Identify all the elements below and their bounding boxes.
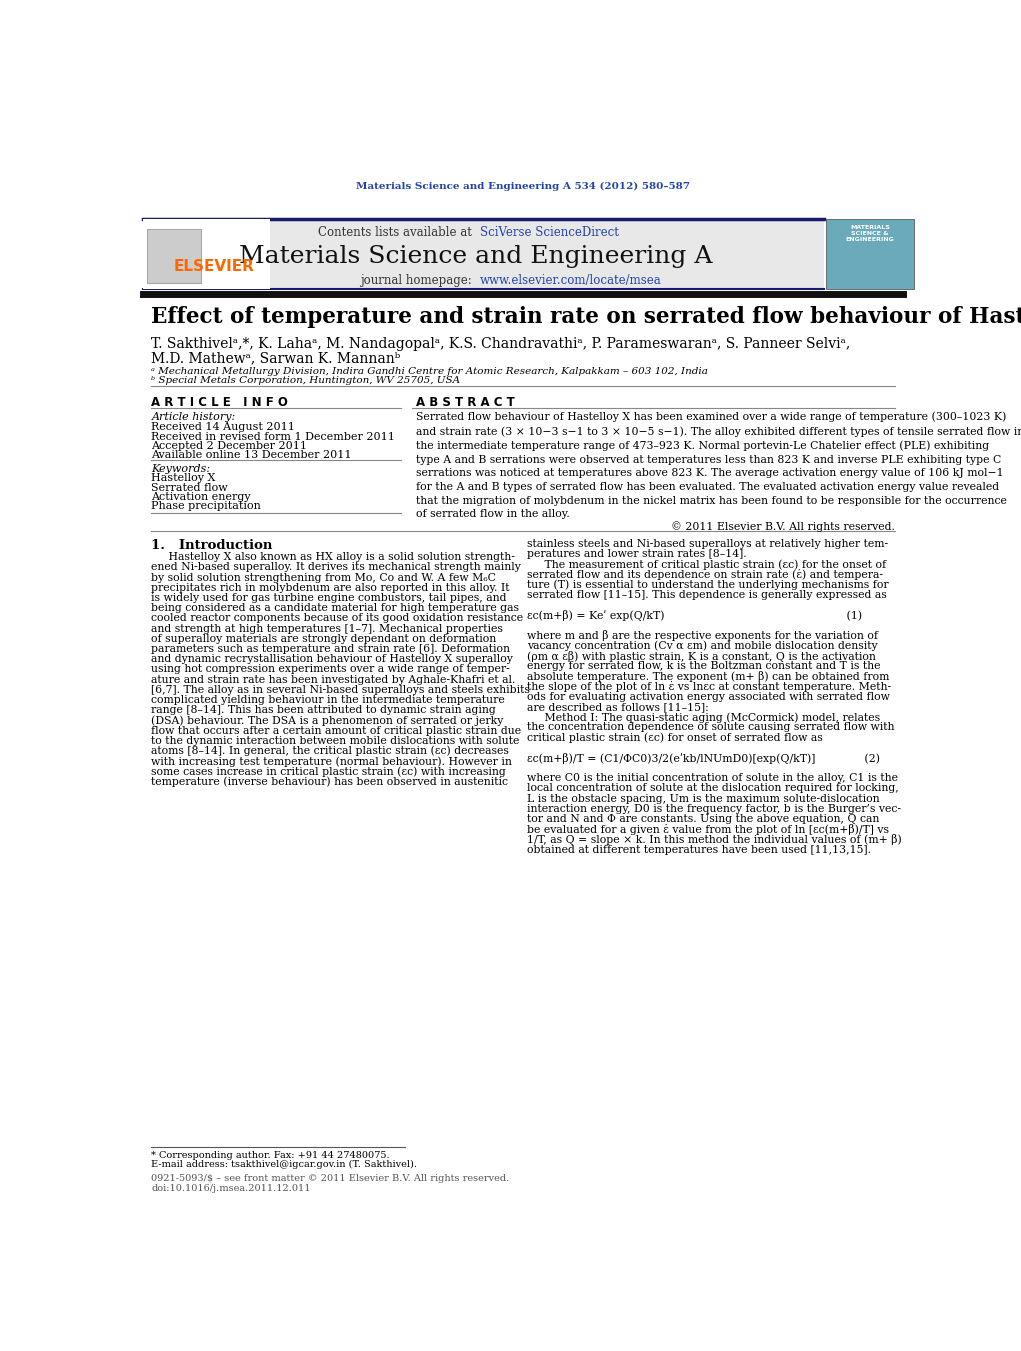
- Text: Serrated flow: Serrated flow: [151, 482, 228, 493]
- Text: Materials Science and Engineering A 534 (2012) 580–587: Materials Science and Engineering A 534 …: [356, 182, 690, 190]
- Text: vacancy concentration (Cv α εm) and mobile dislocation density: vacancy concentration (Cv α εm) and mobi…: [527, 640, 878, 651]
- Text: flow that occurs after a certain amount of critical plastic strain due: flow that occurs after a certain amount …: [151, 725, 522, 735]
- Text: stainless steels and Ni-based superalloys at relatively higher tem-: stainless steels and Ni-based superalloy…: [527, 539, 888, 549]
- Text: energy for serrated flow, k is the Boltzman constant and T is the: energy for serrated flow, k is the Boltz…: [527, 661, 881, 671]
- Text: Method I: The quasi-static aging (McCormick) model, relates: Method I: The quasi-static aging (McCorm…: [527, 712, 880, 723]
- Text: Article history:: Article history:: [151, 412, 236, 422]
- Text: T. Sakthivelᵃ,*, K. Lahaᵃ, M. Nandagopalᵃ, K.S. Chandravathiᵃ, P. Parameswaranᵃ,: T. Sakthivelᵃ,*, K. Lahaᵃ, M. Nandagopal…: [151, 336, 850, 351]
- FancyBboxPatch shape: [143, 219, 824, 289]
- Text: serrated flow [11–15]. This dependence is generally expressed as: serrated flow [11–15]. This dependence i…: [527, 589, 887, 600]
- Text: complicated yielding behaviour in the intermediate temperature: complicated yielding behaviour in the in…: [151, 694, 505, 705]
- FancyBboxPatch shape: [826, 219, 914, 289]
- Text: Keywords:: Keywords:: [151, 463, 210, 474]
- Text: A B S T R A C T: A B S T R A C T: [417, 396, 516, 409]
- Text: the slope of the plot of ln ε̇ vs lnεc at constant temperature. Meth-: the slope of the plot of ln ε̇ vs lnεc a…: [527, 681, 891, 693]
- Text: peratures and lower strain rates [8–14].: peratures and lower strain rates [8–14].: [527, 549, 746, 559]
- Text: © 2011 Elsevier B.V. All rights reserved.: © 2011 Elsevier B.V. All rights reserved…: [671, 521, 895, 532]
- Text: are described as follows [11–15]:: are described as follows [11–15]:: [527, 701, 709, 712]
- Text: The measurement of critical plastic strain (εc) for the onset of: The measurement of critical plastic stra…: [527, 559, 886, 570]
- Text: Hastelloy X: Hastelloy X: [151, 473, 215, 484]
- Text: temperature (inverse behaviour) has been observed in austenitic: temperature (inverse behaviour) has been…: [151, 777, 508, 788]
- Text: L is the obstacle spacing, Um is the maximum solute-dislocation: L is the obstacle spacing, Um is the max…: [527, 793, 880, 804]
- Text: (ρm α εβ) with plastic strain, K is a constant, Q is the activation: (ρm α εβ) with plastic strain, K is a co…: [527, 651, 876, 662]
- Text: ᵃ Mechanical Metallurgy Division, Indira Gandhi Centre for Atomic Research, Kalp: ᵃ Mechanical Metallurgy Division, Indira…: [151, 367, 709, 376]
- Text: being considered as a candidate material for high temperature gas: being considered as a candidate material…: [151, 603, 520, 613]
- Text: atoms [8–14]. In general, the critical plastic strain (εc) decreases: atoms [8–14]. In general, the critical p…: [151, 746, 509, 757]
- Text: Contents lists available at: Contents lists available at: [319, 226, 476, 239]
- Text: critical plastic strain (εc) for onset of serrated flow as: critical plastic strain (εc) for onset o…: [527, 732, 823, 743]
- Text: and strength at high temperatures [1–7]. Mechanical properties: and strength at high temperatures [1–7].…: [151, 624, 503, 634]
- Text: (DSA) behaviour. The DSA is a phenomenon of serrated or jerky: (DSA) behaviour. The DSA is a phenomenon…: [151, 715, 503, 725]
- Text: obtained at different temperatures have been used [11,13,15].: obtained at different temperatures have …: [527, 844, 871, 855]
- Text: be evaluated for a given ε̇ value from the plot of ln [εc(m+β)/T] vs: be evaluated for a given ε̇ value from t…: [527, 824, 889, 835]
- Text: doi:10.1016/j.msea.2011.12.011: doi:10.1016/j.msea.2011.12.011: [151, 1183, 310, 1193]
- Text: * Corresponding author. Fax: +91 44 27480075.: * Corresponding author. Fax: +91 44 2748…: [151, 1151, 390, 1161]
- Text: Phase precipitation: Phase precipitation: [151, 501, 261, 511]
- Text: εc(m+β) = Keʹ exp(Q/kT)                                                    (1): εc(m+β) = Keʹ exp(Q/kT) (1): [527, 611, 863, 621]
- Text: E-mail address: tsakthivel@igcar.gov.in (T. Sakthivel).: E-mail address: tsakthivel@igcar.gov.in …: [151, 1159, 418, 1169]
- Text: where m and β are the respective exponents for the variation of: where m and β are the respective exponen…: [527, 631, 878, 642]
- Text: some cases increase in critical plastic strain (εc) with increasing: some cases increase in critical plastic …: [151, 766, 506, 777]
- Text: Materials Science and Engineering A: Materials Science and Engineering A: [239, 246, 713, 269]
- Text: with increasing test temperature (normal behaviour). However in: with increasing test temperature (normal…: [151, 757, 513, 766]
- Text: to the dynamic interaction between mobile dislocations with solute: to the dynamic interaction between mobil…: [151, 736, 520, 746]
- Text: ture (T) is essential to understand the underlying mechanisms for: ture (T) is essential to understand the …: [527, 580, 889, 590]
- Text: is widely used for gas turbine engine combustors, tail pipes, and: is widely used for gas turbine engine co…: [151, 593, 506, 603]
- Text: ᵇ Special Metals Corporation, Huntington, WV 25705, USA: ᵇ Special Metals Corporation, Huntington…: [151, 377, 460, 385]
- Text: Serrated flow behaviour of Hastelloy X has been examined over a wide range of te: Serrated flow behaviour of Hastelloy X h…: [417, 412, 1021, 519]
- FancyBboxPatch shape: [143, 219, 270, 289]
- Text: 0921-5093/$ – see front matter © 2011 Elsevier B.V. All rights reserved.: 0921-5093/$ – see front matter © 2011 El…: [151, 1174, 509, 1183]
- FancyBboxPatch shape: [147, 228, 201, 282]
- Text: MATERIALS
SCIENCE &
ENGINEERING: MATERIALS SCIENCE & ENGINEERING: [845, 224, 894, 242]
- Text: Effect of temperature and strain rate on serrated flow behaviour of Hastelloy X: Effect of temperature and strain rate on…: [151, 305, 1021, 328]
- Text: Received 14 August 2011: Received 14 August 2011: [151, 422, 295, 432]
- Text: Activation energy: Activation energy: [151, 492, 251, 501]
- Text: precipitates rich in molybdenum are also reported in this alloy. It: precipitates rich in molybdenum are also…: [151, 582, 509, 593]
- Text: Received in revised form 1 December 2011: Received in revised form 1 December 2011: [151, 431, 395, 442]
- Text: absolute temperature. The exponent (m+ β) can be obtained from: absolute temperature. The exponent (m+ β…: [527, 671, 889, 682]
- Text: interaction energy, D0 is the frequency factor, b is the Burger’s vec-: interaction energy, D0 is the frequency …: [527, 804, 902, 813]
- Text: www.elsevier.com/locate/msea: www.elsevier.com/locate/msea: [480, 274, 662, 288]
- Text: where C0 is the initial concentration of solute in the alloy, C1 is the: where C0 is the initial concentration of…: [527, 773, 898, 784]
- Text: tor and N and Φ are constants. Using the above equation, Q can: tor and N and Φ are constants. Using the…: [527, 813, 880, 824]
- Text: 1/T, as Q = slope × k. In this method the individual values of (m+ β): 1/T, as Q = slope × k. In this method th…: [527, 835, 902, 846]
- Text: ods for evaluating activation energy associated with serrated flow: ods for evaluating activation energy ass…: [527, 692, 890, 701]
- Text: M.D. Mathewᵃ, Sarwan K. Mannanᵇ: M.D. Mathewᵃ, Sarwan K. Mannanᵇ: [151, 351, 400, 366]
- Text: using hot compression experiments over a wide range of temper-: using hot compression experiments over a…: [151, 665, 510, 674]
- Text: εc(m+β)/T = (C1/ΦC0)3/2(eʹkb/lNUmD0)[exp(Q/kT)]              (2): εc(m+β)/T = (C1/ΦC0)3/2(eʹkb/lNUmD0)[exp…: [527, 753, 880, 763]
- Text: local concentration of solute at the dislocation required for locking,: local concentration of solute at the dis…: [527, 784, 898, 793]
- Text: by solid solution strengthening from Mo, Co and W. A few M₆C: by solid solution strengthening from Mo,…: [151, 573, 496, 582]
- Text: Available online 13 December 2011: Available online 13 December 2011: [151, 450, 352, 461]
- Text: SciVerse ScienceDirect: SciVerse ScienceDirect: [480, 226, 619, 239]
- Text: journal homepage:: journal homepage:: [360, 274, 476, 288]
- Text: [6,7]. The alloy as in several Ni-based superalloys and steels exhibits: [6,7]. The alloy as in several Ni-based …: [151, 685, 530, 694]
- Text: of superalloy materials are strongly dependant on deformation: of superalloy materials are strongly dep…: [151, 634, 496, 644]
- Text: parameters such as temperature and strain rate [6]. Deformation: parameters such as temperature and strai…: [151, 644, 510, 654]
- Text: A R T I C L E   I N F O: A R T I C L E I N F O: [151, 396, 288, 409]
- Text: ELSEVIER: ELSEVIER: [174, 259, 254, 274]
- Text: serrated flow and its dependence on strain rate (ε̇) and tempera-: serrated flow and its dependence on stra…: [527, 569, 883, 581]
- Text: Hastelloy X also known as HX alloy is a solid solution strength-: Hastelloy X also known as HX alloy is a …: [151, 553, 516, 562]
- Text: 1.   Introduction: 1. Introduction: [151, 539, 273, 551]
- Text: Accepted 2 December 2011: Accepted 2 December 2011: [151, 440, 307, 451]
- Text: cooled reactor components because of its good oxidation resistance: cooled reactor components because of its…: [151, 613, 524, 623]
- Text: ature and strain rate has been investigated by Aghale-Khafri et al.: ature and strain rate has been investiga…: [151, 674, 516, 685]
- Text: ened Ni-based superalloy. It derives its mechanical strength mainly: ened Ni-based superalloy. It derives its…: [151, 562, 522, 573]
- Text: the concentration dependence of solute causing serrated flow with: the concentration dependence of solute c…: [527, 723, 894, 732]
- Text: range [8–14]. This has been attributed to dynamic strain aging: range [8–14]. This has been attributed t…: [151, 705, 496, 715]
- Text: and dynamic recrystallisation behaviour of Hastelloy X superalloy: and dynamic recrystallisation behaviour …: [151, 654, 514, 665]
